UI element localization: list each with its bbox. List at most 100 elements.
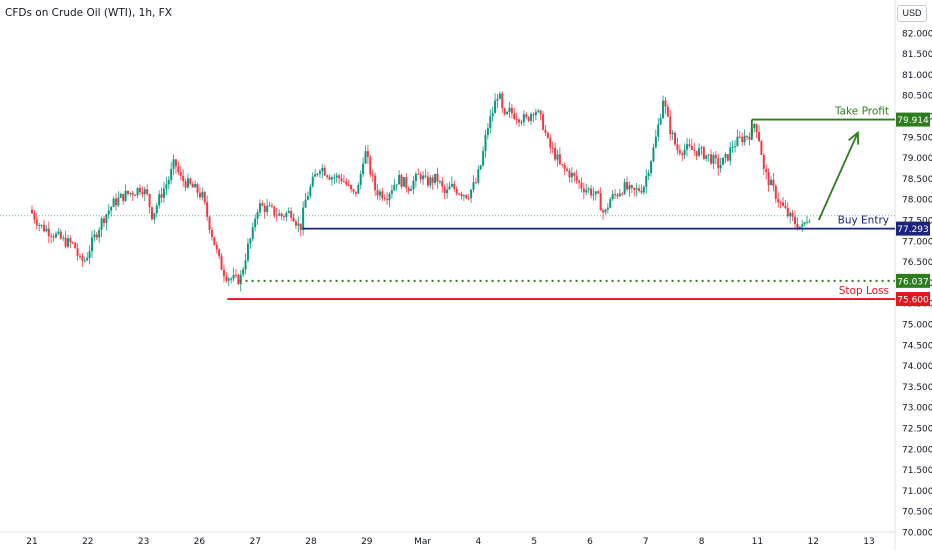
- candle-down: [280, 213, 283, 216]
- time-tick-label: 8: [699, 537, 705, 547]
- candle-up: [287, 210, 290, 213]
- candle-down: [386, 199, 389, 201]
- candle-up: [434, 173, 437, 183]
- candle-up: [335, 175, 338, 178]
- candle-down: [796, 223, 799, 229]
- candle-up: [266, 205, 269, 212]
- candle-up: [606, 207, 609, 210]
- candle-down: [774, 185, 777, 199]
- candle-up: [556, 154, 559, 160]
- time-tick-label: 5: [531, 537, 537, 547]
- candle-down: [126, 190, 129, 194]
- candle-down: [184, 181, 187, 188]
- candle-down: [554, 148, 557, 160]
- candle-up: [520, 122, 523, 124]
- candle-up: [719, 164, 722, 169]
- candle-down: [794, 216, 797, 224]
- candle-down: [210, 230, 213, 238]
- candle-up: [57, 231, 60, 234]
- candle-down: [78, 255, 81, 257]
- candle-down: [292, 217, 295, 222]
- candle-down: [407, 187, 410, 191]
- candle-down: [431, 177, 434, 183]
- candle-down: [532, 114, 535, 116]
- candle-down: [784, 205, 787, 209]
- time-tick-label: 13: [863, 537, 874, 547]
- candle-down: [738, 136, 741, 138]
- price-tick-label: 79.000: [902, 154, 932, 164]
- candle-up: [297, 223, 300, 226]
- currency-badge[interactable]: USD: [897, 5, 927, 22]
- candle-up: [309, 186, 312, 197]
- candle-up: [686, 144, 689, 150]
- candle-up: [242, 269, 245, 275]
- candle-down: [225, 276, 228, 281]
- candle-up: [489, 116, 492, 129]
- candle-down: [669, 116, 672, 135]
- time-tick-label: 26: [194, 537, 206, 547]
- candle-down: [191, 183, 194, 188]
- candle-up: [652, 147, 655, 162]
- candle-down: [102, 218, 105, 223]
- candle-up: [486, 128, 489, 136]
- candle-up: [743, 135, 746, 143]
- candle-down: [215, 245, 218, 250]
- level-label: Stop Loss: [839, 285, 889, 297]
- level-label: Buy Entry: [838, 215, 889, 227]
- candle-down: [695, 150, 698, 156]
- candle-up: [153, 213, 156, 220]
- candle-up: [537, 110, 540, 112]
- candle-up: [306, 196, 309, 200]
- candle-down: [371, 174, 374, 176]
- candle-down: [208, 216, 211, 231]
- candle-up: [167, 180, 170, 185]
- candle-up: [378, 191, 381, 196]
- price-tick-label: 77.000: [902, 237, 932, 247]
- candle-up: [107, 210, 110, 215]
- candle-down: [717, 158, 720, 169]
- candle-down: [122, 193, 125, 201]
- candle-up: [705, 155, 708, 159]
- labels-layer: Take Profit 79.914 Buy Entry 77.293 76.037 St…: [834, 106, 930, 307]
- price-tick-label: 79.500: [902, 133, 932, 143]
- candle-up: [410, 189, 413, 191]
- candle-down: [261, 203, 264, 206]
- symbol-title: CFDs on Crude Oil (WTI), 1h, FX: [5, 7, 172, 19]
- price-badge: [896, 112, 930, 127]
- candle-down: [148, 193, 151, 208]
- candle-down: [50, 235, 53, 237]
- candle-down: [546, 132, 549, 138]
- candle-up: [40, 224, 43, 226]
- candle-up: [45, 228, 48, 232]
- candle-down: [616, 194, 619, 197]
- price-badge-label: 76.037: [897, 277, 929, 287]
- candle-up: [155, 205, 158, 214]
- candle-up: [66, 238, 69, 247]
- candle-down: [666, 106, 669, 117]
- arrow-head: [848, 130, 860, 145]
- candle-down: [328, 176, 331, 180]
- candle-down: [203, 192, 206, 203]
- candle-down: [690, 145, 693, 150]
- candle-up: [570, 172, 573, 178]
- candle-down: [31, 209, 33, 214]
- price-tick-label: 73.000: [902, 404, 932, 414]
- candle-down: [561, 163, 564, 165]
- candle-down: [515, 118, 518, 120]
- candle-down: [549, 137, 552, 148]
- candle-up: [232, 274, 235, 279]
- candle-up: [477, 169, 480, 183]
- candle-down: [174, 159, 177, 167]
- candle-up: [472, 182, 475, 190]
- candle-up: [186, 178, 189, 188]
- candle-up: [623, 181, 626, 194]
- candle-up: [662, 100, 665, 119]
- time-tick-label: 6: [587, 537, 593, 547]
- candle-up: [364, 151, 367, 164]
- candle-down: [366, 151, 369, 157]
- price-badge: [896, 273, 930, 288]
- candle-down: [131, 192, 134, 196]
- candle-down: [234, 274, 237, 276]
